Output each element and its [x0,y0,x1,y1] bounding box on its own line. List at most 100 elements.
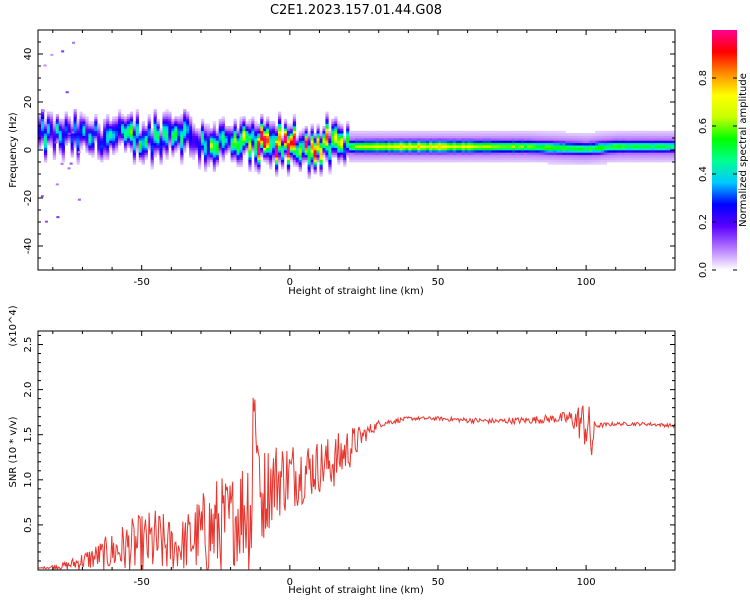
heatmap-cell [103,150,107,153]
heatmap-cell [254,150,258,153]
heatmap-cell [135,138,140,141]
heatmap-cell [301,162,305,165]
heatmap-cell [298,145,302,148]
heatmap-cell [218,147,222,151]
heatmap-cell [645,159,649,163]
heatmap-cell [192,140,196,144]
heatmap-cell [61,154,65,158]
heatmap-cell [464,142,468,146]
heatmap-cell [586,152,590,156]
heatmap-cell [260,114,264,117]
heatmap-cell [455,130,460,134]
heatmap-cell [186,140,190,144]
heatmap-cell [411,147,415,151]
heatmap-cell [64,121,68,124]
heatmap-cell [200,140,205,144]
heatmap-cell [251,116,255,120]
heatmap-cell [150,135,154,139]
heatmap-cell [580,154,584,158]
heatmap-cell [612,159,617,163]
heatmap-cell [298,157,302,160]
heatmap-cell [141,157,145,160]
heatmap-cell [260,145,264,148]
heatmap-cell [292,118,297,122]
heatmap-cell [277,126,282,129]
heatmap-cell [553,142,557,146]
heatmap-cell [331,138,335,141]
heatmap-cell [168,121,172,124]
heatmap-cell [286,126,291,129]
heatmap-cell [500,150,504,153]
heatmap-cell [633,135,637,139]
heatmap-cell [503,130,507,134]
heatmap-cell [275,154,279,158]
heatmap-cell [106,142,110,146]
x-tick-label: 50 [432,577,445,588]
heatmap-cell [470,145,474,148]
heatmap-cell [180,142,184,146]
heatmap-cell [515,133,519,136]
heatmap-cell [126,142,131,146]
heatmap-cell [189,128,193,132]
heatmap-cell [440,133,445,136]
heatmap-cell [470,150,474,153]
heatmap-cell [331,121,335,124]
heatmap-cell [523,152,528,156]
heatmap-cell [272,154,276,158]
heatmap-cell [544,142,548,146]
heatmap-cell [171,126,175,129]
heatmap-cell [574,157,578,160]
heatmap-cell [393,133,397,136]
heatmap-cell [526,150,531,153]
heatmap-cell [197,152,202,156]
heatmap-cell [307,138,311,141]
heatmap-cell [118,135,122,139]
heatmap-cell [230,159,234,163]
heatmap-cell [248,142,252,146]
heatmap-cell [100,150,104,153]
heatmap-cell [283,126,288,129]
heatmap-cell [589,159,593,163]
heatmap-cell [103,145,107,148]
heatmap-cell [346,138,350,141]
heatmap-cell [503,147,507,151]
heatmap-cell [349,133,353,136]
heatmap-cell [556,159,560,163]
heatmap-cell [103,118,107,122]
heatmap-cell [227,135,231,139]
heatmap-cell [174,145,178,148]
heatmap-cell [609,147,614,151]
heatmap-cell [277,123,282,127]
heatmap-cell [366,154,371,158]
heatmap-cell [618,159,622,163]
heatmap-cell [506,159,510,163]
heatmap-cell [630,130,634,134]
heatmap-cell [260,147,264,151]
heatmap-cell [257,128,261,132]
heatmap-cell [417,135,421,139]
heatmap-cell [574,133,578,136]
heatmap-cell [257,145,261,148]
heatmap-cell [307,169,311,172]
colorbar-gradient [712,30,737,270]
heatmap-cell [523,138,528,141]
heatmap-cell [49,140,54,144]
heatmap-cell [449,147,454,151]
heatmap-cell [88,145,92,148]
heatmap-cell [328,150,332,153]
heatmap-cell [417,145,421,148]
heatmap-cell [209,140,214,144]
heatmap-cell [212,147,217,151]
heatmap-cell [630,142,634,146]
heatmap-cell [535,152,540,156]
heatmap-cell [334,126,338,129]
heatmap-cell [583,150,587,153]
heatmap-cell [476,135,480,139]
heatmap-cell [277,128,282,132]
heatmap-cell [251,150,255,153]
heatmap-cell [553,150,557,153]
heatmap-cell [272,130,276,134]
heatmap-cell [343,145,347,148]
heatmap-cell [67,167,71,170]
heatmap-cell [162,135,166,139]
